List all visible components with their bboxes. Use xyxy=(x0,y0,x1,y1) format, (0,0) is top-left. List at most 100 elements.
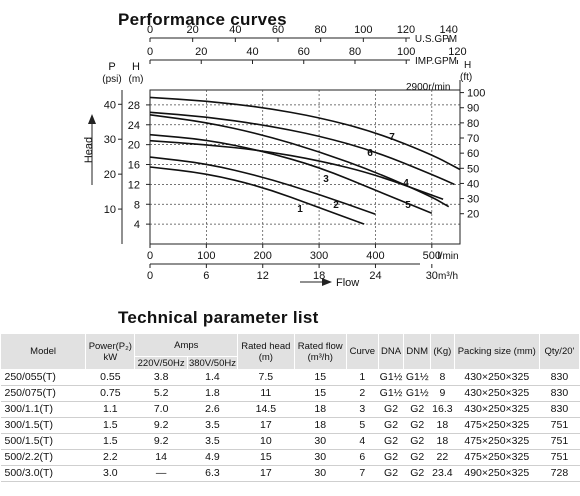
y-m-tick-label: 16 xyxy=(128,160,140,172)
cell-curve: 7 xyxy=(346,465,379,482)
cell-flow: 30 xyxy=(294,465,347,482)
cell-a380: 4.9 xyxy=(187,449,238,466)
cell-dna: G1½ xyxy=(378,369,404,386)
cell-model: 500/3.0(T) xyxy=(0,465,86,482)
y-m-axis-unit: (m) xyxy=(129,74,144,85)
cell-kg: 18 xyxy=(430,417,455,434)
cell-pack: 475×250×325 xyxy=(454,433,540,450)
cell-a220: 9.2 xyxy=(134,417,188,434)
x-usgpm-axis-label: U.S.GPM xyxy=(415,34,457,45)
x-usgpm-tick-label: 100 xyxy=(354,24,372,36)
y-m-tick-label: 24 xyxy=(128,120,140,132)
y-ft-tick-label: 50 xyxy=(467,163,479,175)
x-impgpm-tick-label: 100 xyxy=(397,46,415,58)
cell-flow: 30 xyxy=(294,433,347,450)
cell-power: 3.0 xyxy=(85,465,135,482)
cell-a380: 2.6 xyxy=(187,401,238,418)
cell-a220: 3.8 xyxy=(134,369,188,386)
cell-a220: — xyxy=(134,465,188,482)
cell-qty: 728 xyxy=(539,465,580,482)
cell-dna: G2 xyxy=(378,417,404,434)
cell-kg: 9 xyxy=(430,385,455,402)
cell-qty: 751 xyxy=(539,417,580,434)
cell-dna: G2 xyxy=(378,401,404,418)
x-impgpm-tick-label: 120 xyxy=(448,46,466,58)
col-rated-flow: Rated flow (m³/h) xyxy=(293,333,347,370)
cell-kg: 23.4 xyxy=(430,465,455,482)
x-usgpm-tick-label: 120 xyxy=(397,24,415,36)
col-weight: (Kg) xyxy=(430,333,455,370)
cell-power: 0.75 xyxy=(85,385,135,402)
table-row: 300/1.5(T) 1.5 9.2 3.5 17 18 5 G2 G2 18 475×250×32… xyxy=(0,417,580,434)
cell-a380: 1.8 xyxy=(187,385,238,402)
cell-flow: 15 xyxy=(294,385,347,402)
y-psi-tick-label: 30 xyxy=(104,134,116,146)
cell-a380: 3.5 xyxy=(187,433,238,450)
x-m3h-tick-label: 0 xyxy=(147,270,153,282)
cell-model: 300/1.1(T) xyxy=(0,401,86,418)
cell-kg: 8 xyxy=(430,369,455,386)
cell-curve: 4 xyxy=(346,433,379,450)
cell-kg: 18 xyxy=(430,433,455,450)
table-row: 250/055(T) 0.55 3.8 1.4 7.5 15 1 G1½ G1½ 8 430×250… xyxy=(0,369,580,386)
table-row: 500/1.5(T) 1.5 9.2 3.5 10 30 4 G2 G2 18 475×250×32… xyxy=(0,433,580,450)
curve-label-2: 2 xyxy=(333,200,339,211)
cell-curve: 1 xyxy=(346,369,379,386)
x-lmin-tick-label: 400 xyxy=(366,250,384,262)
x-axis-label: Flow xyxy=(336,277,359,289)
curve-1 xyxy=(149,166,365,225)
cell-a380: 6.3 xyxy=(187,465,238,482)
curve-3 xyxy=(149,133,433,214)
cell-head: 10 xyxy=(237,433,295,450)
curve-label-7: 7 xyxy=(389,132,395,143)
x-impgpm-tick-label: 80 xyxy=(349,46,361,58)
x-impgpm-tick-label: 0 xyxy=(147,46,153,58)
x-impgpm-tick-label: 60 xyxy=(298,46,310,58)
cell-a380: 1.4 xyxy=(187,369,238,386)
col-amps-380: 380V/50Hz xyxy=(186,356,239,370)
cell-a220: 9.2 xyxy=(134,433,188,450)
y-ft-tick-label: 90 xyxy=(467,103,479,115)
col-model: Model xyxy=(0,333,87,370)
col-curve: Curve xyxy=(345,333,379,370)
cell-dnm: G2 xyxy=(403,433,431,450)
performance-chart: 481216202428H(m)10203040P(psi)Head203040… xyxy=(83,24,485,289)
x-lmin-tick-label: 0 xyxy=(147,250,153,262)
cell-head: 14.5 xyxy=(237,401,295,418)
x-lmin-tick-label: 500 xyxy=(423,250,441,262)
y-axis-label: Head xyxy=(83,137,95,163)
cell-pack: 475×250×325 xyxy=(454,417,540,434)
cell-dna: G2 xyxy=(378,449,404,466)
x-usgpm-tick-label: 60 xyxy=(272,24,284,36)
cell-power: 1.1 xyxy=(85,401,135,418)
x-m3h-tick-label: 30 xyxy=(426,270,438,282)
x-usgpm-tick-label: 140 xyxy=(439,24,457,36)
col-rated-head: Rated head (m) xyxy=(237,333,295,370)
cell-pack: 430×250×325 xyxy=(454,401,540,418)
cell-head: 11 xyxy=(237,385,295,402)
cell-dnm: G2 xyxy=(403,417,431,434)
y-ft-tick-label: 70 xyxy=(467,133,479,145)
cell-pack: 490×250×325 xyxy=(454,465,540,482)
y-m-tick-label: 28 xyxy=(128,100,140,112)
curve-label-3: 3 xyxy=(323,174,329,185)
col-dnm: DNM xyxy=(403,333,432,370)
cell-power: 1.5 xyxy=(85,433,135,450)
col-amps: Amps xyxy=(134,333,239,357)
flow-arrow-icon xyxy=(322,278,332,286)
cell-flow: 18 xyxy=(294,401,347,418)
cell-flow: 15 xyxy=(294,369,347,386)
cell-a220: 7.0 xyxy=(134,401,188,418)
y-psi-axis-unit: (psi) xyxy=(102,74,121,85)
cell-dna: G1½ xyxy=(378,385,404,402)
x-m3h-tick-label: 12 xyxy=(257,270,269,282)
cell-qty: 751 xyxy=(539,449,580,466)
y-psi-tick-label: 10 xyxy=(104,204,116,216)
curve-label-4: 4 xyxy=(403,178,409,189)
cell-model: 250/055(T) xyxy=(0,369,86,386)
cell-dnm: G2 xyxy=(403,465,431,482)
cell-model: 300/1.5(T) xyxy=(0,417,86,434)
cell-pack: 430×250×325 xyxy=(454,369,540,386)
x-impgpm-tick-label: 20 xyxy=(195,46,207,58)
curve-label-1: 1 xyxy=(297,204,303,215)
